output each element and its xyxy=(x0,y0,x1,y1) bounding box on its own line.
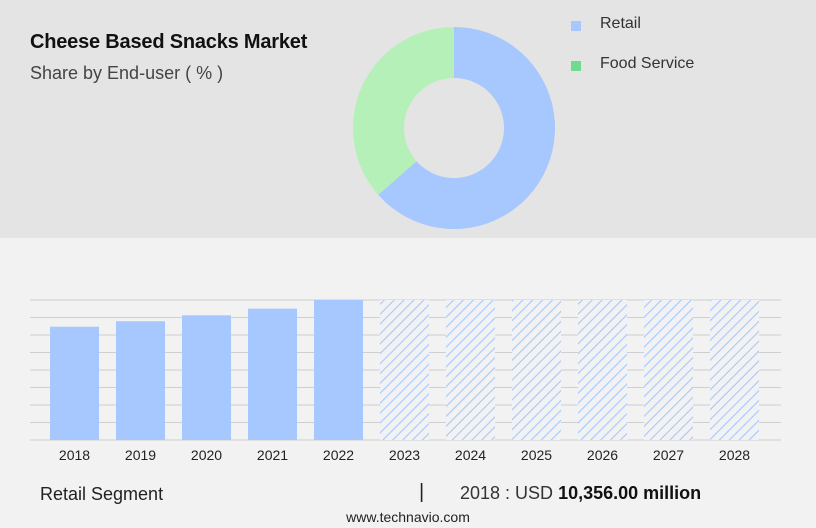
x-tick-label: 2019 xyxy=(125,447,156,463)
chart-title: Cheese Based Snacks Market xyxy=(30,31,308,53)
x-tick-label: 2022 xyxy=(323,447,354,463)
legend-swatch-food-service xyxy=(571,61,581,71)
source-label: www.technavio.com xyxy=(346,509,470,525)
legend-label-food-service: Food Service xyxy=(600,55,695,72)
chart-subtitle: Share by End-user ( % ) xyxy=(30,63,224,83)
x-tick-label: 2021 xyxy=(257,447,288,463)
bar-2022 xyxy=(314,300,363,440)
footer-stat: 2018 : USD 10,356.00 million xyxy=(460,483,701,504)
x-tick-label: 2018 xyxy=(59,447,90,463)
x-tick-label: 2025 xyxy=(521,447,552,463)
bar-2018 xyxy=(50,326,99,440)
donut-chart xyxy=(353,27,555,230)
x-tick-label: 2026 xyxy=(587,447,618,463)
footer-separator: | xyxy=(419,481,425,503)
bar-2020 xyxy=(182,315,231,440)
bar-2021 xyxy=(248,308,297,440)
legend-label-retail: Retail xyxy=(600,15,641,32)
legend-swatch-retail xyxy=(571,21,581,31)
footer-segment: Retail Segment xyxy=(40,484,164,504)
forecast-bar-2028 xyxy=(710,300,759,440)
bar-2019 xyxy=(116,321,165,440)
forecast-bar-2026 xyxy=(578,300,627,440)
x-tick-label: 2023 xyxy=(389,447,420,463)
x-tick-label: 2028 xyxy=(719,447,750,463)
forecast-bar-2027 xyxy=(644,300,693,440)
footer-stat-prefix: 2018 : USD xyxy=(460,483,554,503)
forecast-bar-2023 xyxy=(380,300,429,440)
bar-chart: 2018 2019 2020 2021 2022 2023 2024 2025 2026 2027… xyxy=(30,299,781,463)
x-tick-label: 2027 xyxy=(653,447,684,463)
donut-slice-retail xyxy=(378,27,555,230)
x-tick-label: 2020 xyxy=(191,447,222,463)
donut-slice-food-service xyxy=(353,27,454,195)
forecast-bar-2025 xyxy=(512,300,561,440)
footer-stat-value: 10,356.00 million xyxy=(558,483,702,503)
x-tick-label: 2024 xyxy=(455,447,486,463)
forecast-bar-2024 xyxy=(446,300,495,440)
